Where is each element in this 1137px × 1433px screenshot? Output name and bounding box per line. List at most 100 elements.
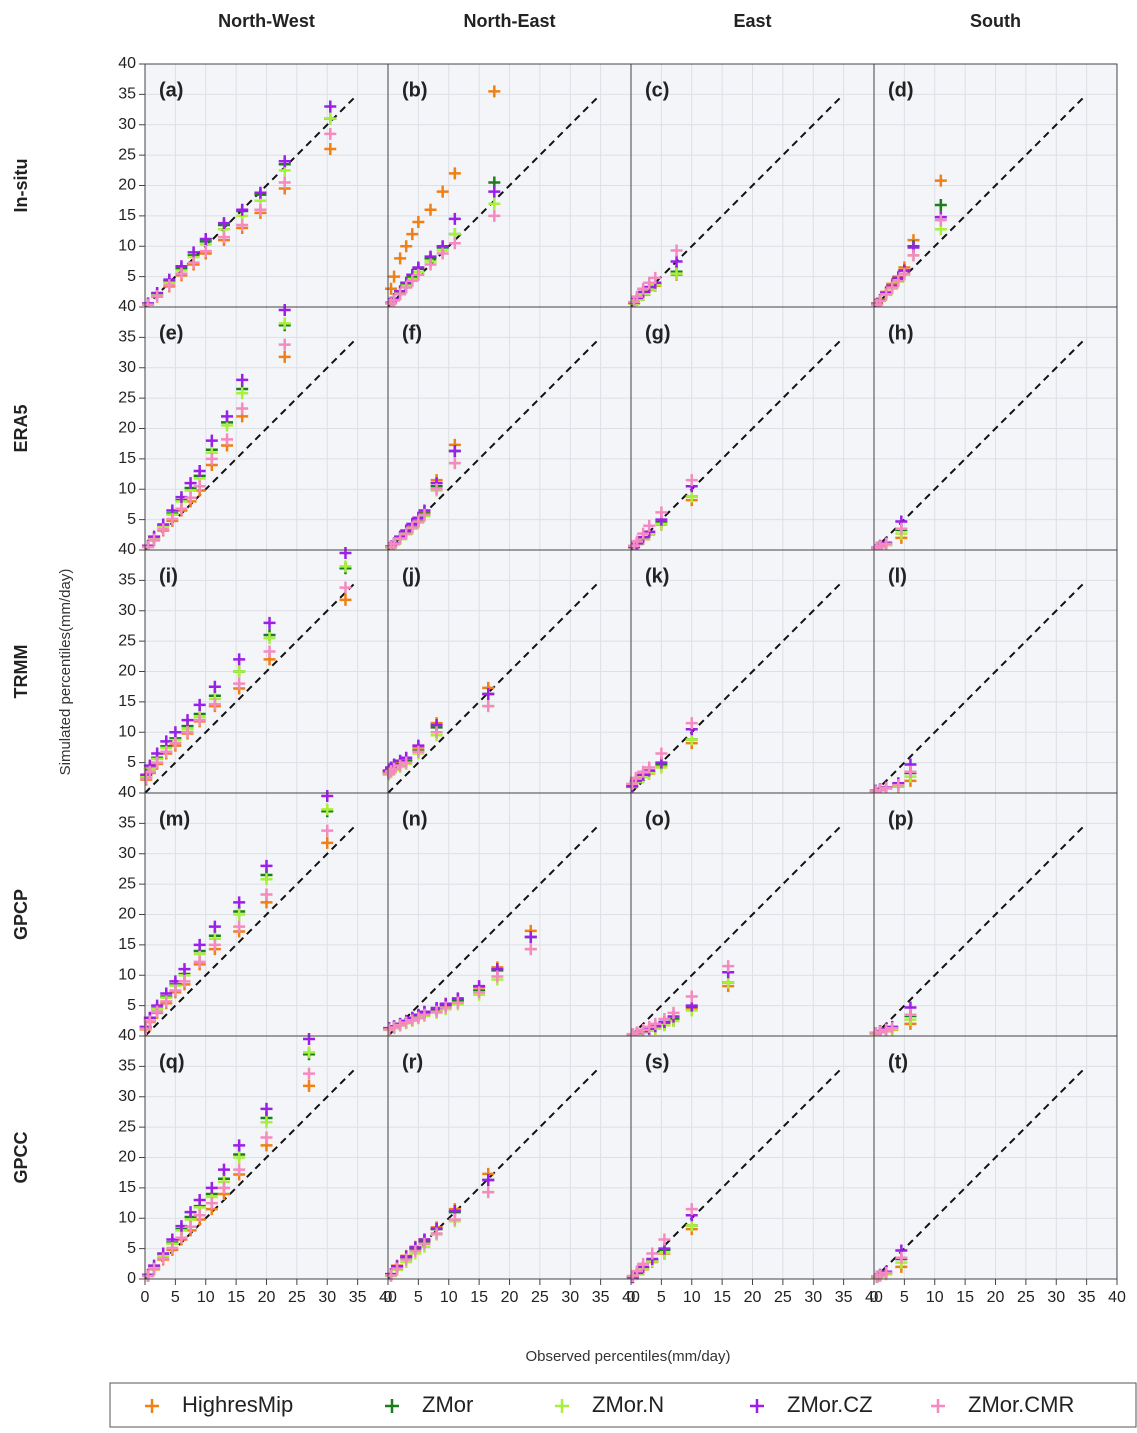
legend-marker [555, 1399, 569, 1413]
point [430, 483, 443, 496]
point [412, 215, 425, 228]
point [418, 1008, 431, 1021]
panel-title: (p) [888, 808, 914, 830]
panel: (p) [869, 792, 1118, 1040]
y-tick-label: 15 [118, 693, 136, 710]
y-tick-label: 30 [118, 602, 136, 619]
y-tick-label: 5 [127, 268, 136, 285]
point [157, 523, 170, 536]
point [880, 288, 893, 301]
point [685, 717, 698, 730]
x-tick-label: 15 [470, 1289, 488, 1306]
panel-title: (n) [402, 808, 428, 830]
point [324, 112, 337, 125]
x-tick-label: 40 [865, 1289, 883, 1306]
identity-line [873, 340, 1084, 551]
panel-title: (e) [159, 322, 183, 344]
point [278, 176, 291, 189]
panel: (e) [142, 304, 389, 553]
point [193, 955, 206, 968]
point [303, 1046, 316, 1059]
point [424, 203, 437, 216]
point [448, 1213, 461, 1226]
panel: (i) [140, 547, 389, 794]
point [482, 1173, 495, 1186]
legend-marker [750, 1399, 764, 1413]
point [205, 1181, 218, 1194]
point [400, 240, 413, 253]
identity-line [144, 97, 355, 308]
y-tick-label: 40 [118, 298, 136, 315]
y-tick-label: 40 [118, 784, 136, 801]
y-tick-label: 40 [118, 55, 136, 72]
point [208, 680, 221, 693]
point [260, 888, 273, 901]
point [412, 268, 425, 281]
identity-line [873, 97, 1084, 308]
point [637, 765, 650, 778]
legend-label: HighresMip [182, 1392, 293, 1417]
point [880, 537, 893, 550]
y-tick-label: 10 [118, 966, 136, 983]
point [448, 212, 461, 225]
point [524, 943, 537, 956]
point [233, 665, 246, 678]
legend-marker [145, 1399, 159, 1413]
point [491, 970, 504, 983]
point [175, 1231, 188, 1244]
y-tick-label: 35 [118, 572, 136, 589]
point [233, 1139, 246, 1152]
point [439, 1001, 452, 1014]
point [278, 155, 291, 168]
point [236, 387, 249, 400]
x-tick-label: 30 [561, 1289, 579, 1306]
point [874, 294, 887, 307]
point [430, 726, 443, 739]
point [184, 1206, 197, 1219]
point [424, 258, 437, 271]
panel-title: (m) [159, 808, 190, 830]
point [685, 490, 698, 503]
point [233, 653, 246, 666]
point [649, 271, 662, 284]
point [208, 938, 221, 951]
point [400, 1016, 413, 1029]
column-label: South [970, 11, 1021, 31]
point [631, 1265, 644, 1278]
point [199, 245, 212, 258]
point [278, 350, 291, 363]
x-tick-label: 0 [384, 1289, 393, 1306]
y-tick-label: 35 [118, 815, 136, 832]
point [658, 1233, 671, 1246]
point [685, 474, 698, 487]
identity-line [630, 826, 841, 1037]
point [321, 836, 334, 849]
point [321, 824, 334, 837]
point [217, 1163, 230, 1176]
column-label: North-West [218, 11, 315, 31]
point [649, 1017, 662, 1030]
x-tick-label: 0 [870, 1289, 879, 1306]
point [524, 930, 537, 943]
point [169, 984, 182, 997]
point [394, 759, 407, 772]
point [184, 1220, 197, 1233]
legend-label: ZMor.CMR [968, 1392, 1074, 1417]
point [895, 522, 908, 535]
point [160, 745, 173, 758]
point [303, 1033, 316, 1046]
point [388, 537, 401, 550]
identity-line [873, 1069, 1084, 1280]
legend-label: ZMor.N [592, 1392, 664, 1417]
point [637, 1257, 650, 1270]
point [187, 246, 200, 259]
row-label: GPCP [11, 889, 31, 940]
point [722, 960, 735, 973]
y-tick-label: 10 [118, 237, 136, 254]
y-tick-label: 20 [118, 1149, 136, 1166]
point [233, 908, 246, 921]
point [406, 228, 419, 241]
point [169, 726, 182, 739]
point [193, 480, 206, 493]
y-tick-label: 25 [118, 875, 136, 892]
